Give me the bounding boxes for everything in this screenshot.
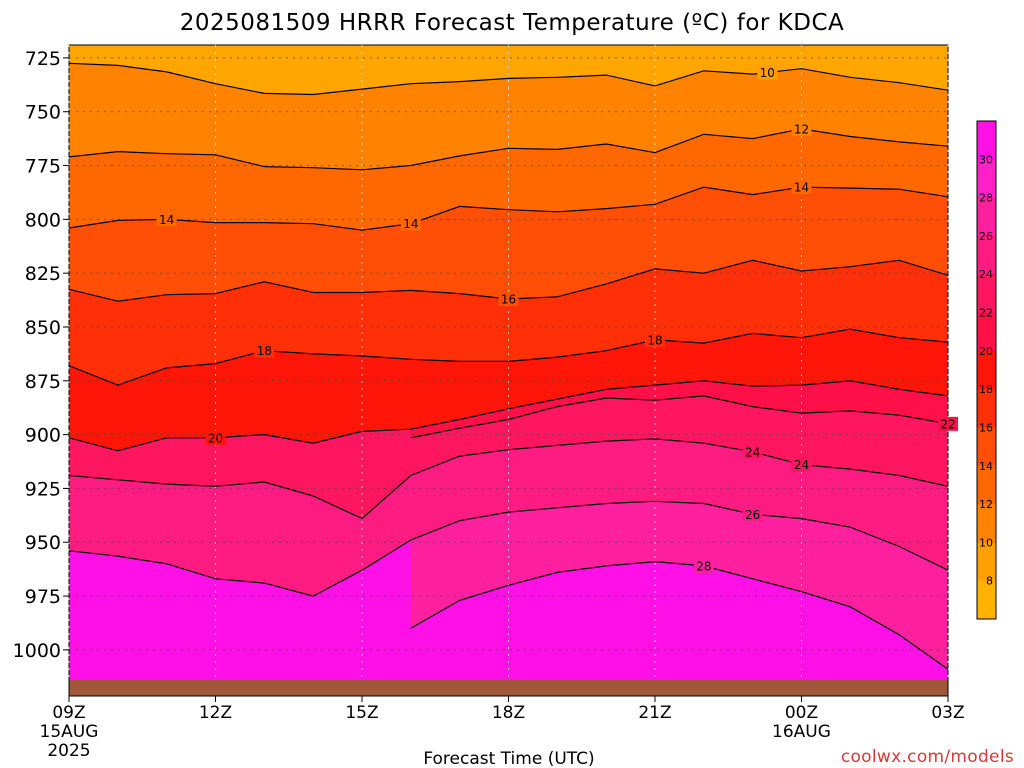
contour-label-bg: [791, 180, 812, 195]
y-tick-label: 800: [25, 209, 61, 231]
contour-label-bg: [693, 558, 714, 573]
colorbar-tick-label: 28: [979, 192, 993, 205]
contour-label-bg: [938, 416, 958, 431]
colorbar-swatch: [977, 465, 996, 505]
credit-text: coolwx.com/models: [841, 747, 1014, 767]
contour-label-bg: [205, 430, 226, 445]
contour-label-14: 14: [794, 181, 809, 195]
y-tick-label: 725: [25, 48, 61, 70]
contour-label-bg: [742, 507, 763, 522]
colorbar-swatch: [977, 389, 996, 428]
x-tick-label: 12Z: [199, 703, 232, 723]
x-tick-label: 03Z: [931, 703, 964, 723]
x-tick-label: 15Z: [345, 703, 378, 723]
colorbar-tick-label: 8: [986, 575, 993, 588]
contour-label-bg: [742, 444, 763, 459]
fill-band-coldest: [69, 45, 948, 95]
contour-label-bg: [156, 212, 177, 227]
colorbar-tick-label: 12: [979, 498, 993, 511]
contour-label-18: 18: [257, 344, 272, 358]
y-tick-label: 875: [25, 371, 61, 393]
contour-label-24: 24: [745, 445, 760, 459]
y-tick-labels: 725 750 775 800 825 850 875 900 925 950 975 1000: [13, 48, 69, 662]
x-tick-date: 16AUG: [772, 722, 831, 742]
colorbar-tick-label: 20: [979, 345, 993, 358]
contour-label-24: 24: [794, 458, 809, 472]
colorbar-swatch: [977, 580, 996, 620]
contour-26: [68, 500, 949, 597]
colorbar-tick-label: 24: [979, 268, 993, 281]
y-tick-label: 950: [25, 532, 61, 554]
colorbar-tick-label: 30: [979, 153, 993, 166]
colorbar-swatch: [977, 350, 996, 390]
contour-label-bg: [791, 457, 812, 472]
y-tick-label: 900: [25, 425, 61, 447]
contour-label-12: 12: [794, 122, 809, 136]
colorbar-swatch: [977, 159, 996, 199]
colorbar-swatch: [977, 235, 996, 275]
colorbar-swatch: [977, 312, 996, 352]
colorbar-frame: [976, 120, 997, 620]
plot-area: [68, 44, 949, 697]
colorbar-tick-label: 14: [979, 460, 993, 473]
contour-label-14: 14: [403, 217, 418, 231]
contour-label-bg: [254, 343, 275, 358]
x-axis-label: Forecast Time (UTC): [423, 749, 594, 768]
contour-label-26: 26: [745, 508, 760, 522]
y-tick-label: 825: [25, 263, 61, 285]
y-tick-label: 1000: [13, 640, 61, 662]
contour-label-10: 10: [760, 66, 775, 80]
x-tick-label: 00Z: [785, 703, 818, 723]
colorbar-swatch: [977, 542, 996, 582]
chart-title: 2025081509 HRRR Forecast Temperature (ºC…: [180, 10, 845, 36]
x-tick-label: 09Z: [52, 703, 85, 723]
contour-label-bg: [645, 332, 665, 347]
y-tick-label: 975: [25, 586, 61, 608]
colorbar-swatch: [977, 504, 996, 543]
colorbar-swatch: [977, 274, 996, 314]
x-tick-date: 15AUG: [40, 722, 99, 742]
contour-label-22: 22: [940, 417, 955, 431]
contour-18: [68, 328, 949, 386]
y-tick-label: 850: [25, 317, 61, 339]
contour-label-bg: [400, 216, 421, 231]
colorbar-tick-label: 22: [979, 307, 993, 320]
y-tick-label: 750: [25, 102, 61, 124]
contour-lines: 10 12 14 14 14 16 18 18 20 22 24 24 26 28: [68, 62, 958, 670]
contour-label-bg: [791, 121, 812, 136]
colorbar-tick-label: 10: [979, 536, 993, 549]
colorbar-tick-label: 16: [979, 421, 993, 434]
contour-label-20: 20: [208, 431, 223, 445]
colorbar-swatch: [977, 121, 996, 160]
colorbar-swatch: [977, 427, 996, 467]
contour-label-bg: [498, 292, 519, 306]
colorbar-swatch: [977, 197, 996, 237]
contour-22: [410, 395, 949, 439]
x-tick-label: 18Z: [492, 703, 525, 723]
x-tick-year: 2025: [47, 741, 90, 761]
grid-lines: [68, 45, 949, 680]
contour-label-bg: [757, 65, 778, 80]
x-tick-label: 21Z: [638, 703, 671, 723]
contour-label-18: 18: [647, 333, 662, 347]
contour-label-28: 28: [696, 559, 711, 573]
colorbar: 8 10 12 14 16 18 20 22 24 26 28 30: [976, 120, 997, 620]
y-tick-label: 775: [25, 156, 61, 178]
contour-28: [410, 560, 949, 670]
y-tick-label: 925: [25, 478, 61, 500]
contour-label-16: 16: [501, 293, 516, 307]
contour-label-14: 14: [159, 213, 174, 227]
contour-10: [68, 62, 949, 96]
ground-surface: [69, 680, 948, 696]
colorbar-tick-label: 26: [979, 230, 993, 243]
colorbar-tick-label: 18: [979, 383, 993, 396]
